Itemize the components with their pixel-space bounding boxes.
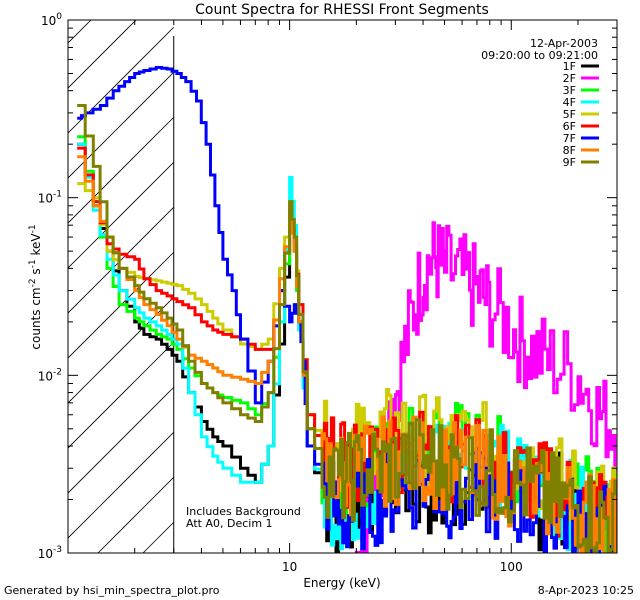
x-tick-label: 10 — [282, 560, 297, 574]
annotation-background: Includes Background — [186, 505, 301, 518]
legend-label-1F: 1F — [563, 60, 576, 73]
x-tick-label: 100 — [500, 560, 523, 574]
legend-label-2F: 2F — [563, 72, 576, 85]
y-tick-label: 10-1 — [38, 190, 62, 206]
x-tick-labels: 10 100 — [282, 560, 523, 574]
y-axis-label: counts cm-2 s-1 keV-1 — [28, 224, 43, 349]
y-tick-labels: 100 10-1 10-2 10-3 — [38, 12, 63, 561]
series-line-9F — [77, 104, 617, 553]
axis-ticks — [67, 19, 618, 554]
legend-label-5F: 5F — [563, 108, 576, 121]
y-tick-label: 10-3 — [38, 545, 62, 561]
footer-generated-by: Generated by hsi_min_spectra_plot.pro — [4, 584, 220, 597]
y-tick-label: 100 — [41, 12, 62, 28]
legend-label-9F: 9F — [563, 156, 576, 169]
legend-label-3F: 3F — [563, 84, 576, 97]
footer-timestamp: 8-Apr-2023 10:25 — [537, 584, 634, 597]
y-tick-label: 10-2 — [38, 367, 62, 383]
date-label: 12-Apr-2003 — [530, 37, 598, 50]
legend-label-8F: 8F — [563, 144, 576, 157]
annotation-attenuator: Att A0, Decim 1 — [186, 517, 273, 530]
series-group — [77, 66, 617, 553]
legend-label-6F: 6F — [563, 120, 576, 133]
plot-frame — [67, 19, 618, 554]
time-range-label: 09:20:00 to 09:21:00 — [481, 49, 598, 62]
chart-title: Count Spectra for RHESSI Front Segments — [195, 2, 489, 18]
legend-label-7F: 7F — [563, 132, 576, 145]
legend-label-4F: 4F — [563, 96, 576, 109]
x-axis-label: Energy (keV) — [303, 576, 380, 590]
